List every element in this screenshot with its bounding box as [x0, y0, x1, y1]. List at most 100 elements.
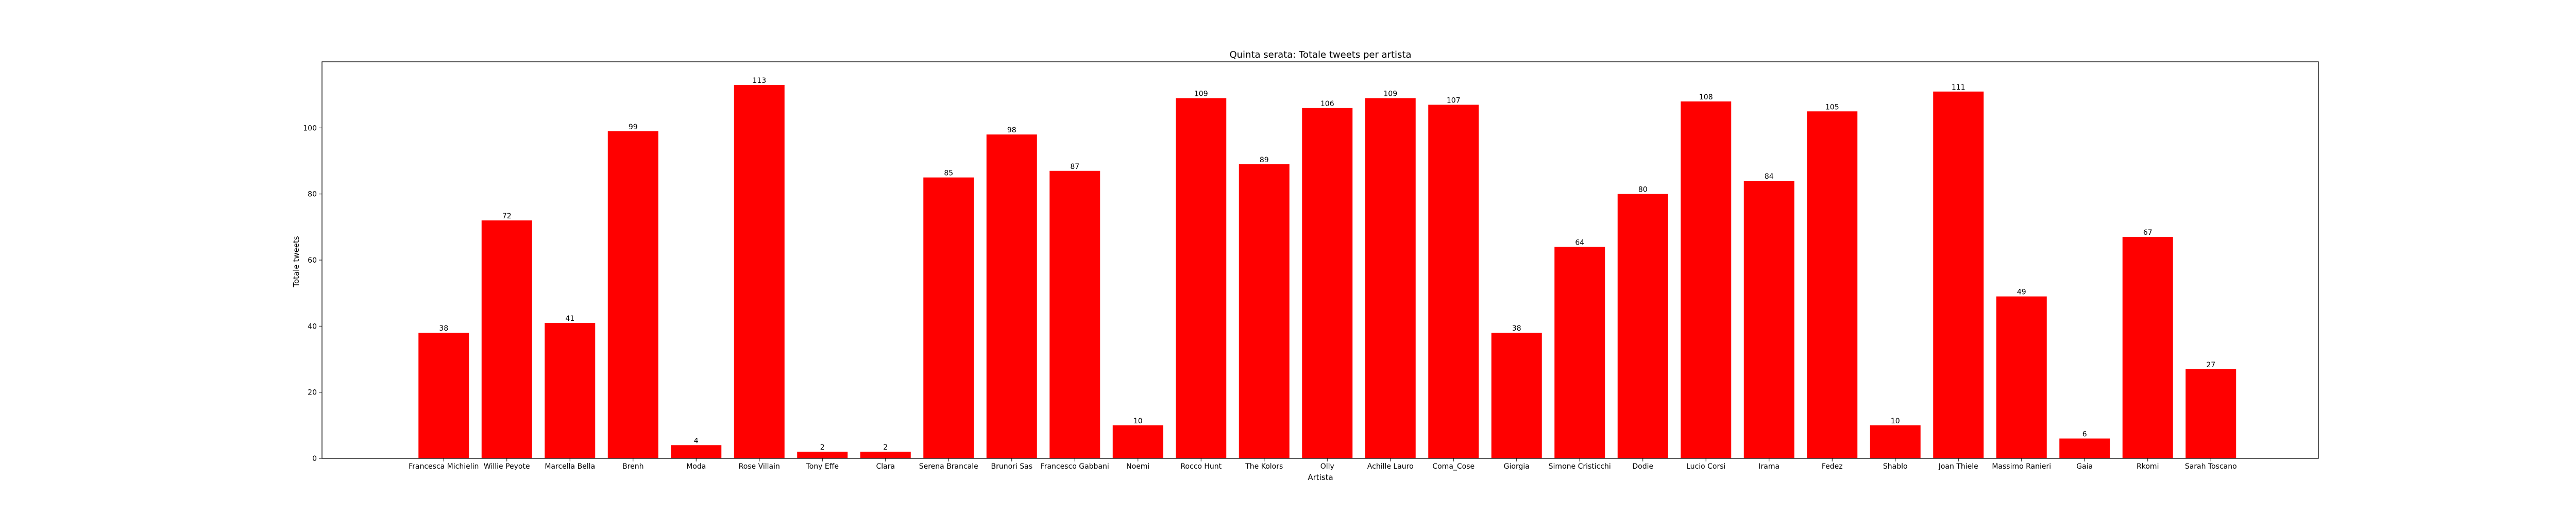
bar-value-label: 72	[502, 212, 512, 220]
bar-3	[607, 131, 658, 458]
bar-value-label: 2	[820, 443, 825, 452]
bar-value-label: 4	[694, 437, 699, 445]
bar-value-label: 111	[1952, 83, 1965, 92]
y-tick-label: 0	[312, 455, 317, 463]
x-tick-label: Olly	[1320, 462, 1334, 471]
x-tick-label: Marcella Bella	[545, 462, 595, 471]
bars-layer	[418, 84, 2236, 459]
bar-value-label: 87	[1070, 163, 1079, 171]
x-ticks-layer: Francesca Michielin Willie Peyote Marcella…	[409, 458, 2237, 471]
bar-19	[1617, 194, 1668, 458]
x-tick-label: Willie Peyote	[484, 462, 530, 471]
bar-25	[1996, 296, 2047, 458]
bar-value-label: 108	[1699, 93, 1713, 101]
x-tick-label: Serena Brancale	[919, 462, 978, 471]
x-tick-label: Sarah Toscano	[2185, 462, 2237, 471]
x-tick-label: Massimo Ranieri	[1992, 462, 2051, 471]
y-tick-label: 80	[308, 191, 317, 199]
bar-value-label: 67	[2143, 229, 2153, 237]
bar-9	[986, 134, 1037, 458]
x-tick-label: Giorgia	[1504, 462, 1530, 471]
bar-value-label: 107	[1447, 96, 1461, 105]
x-tick-label: Gaia	[2076, 462, 2093, 471]
x-tick-label: Francesco Gabbani	[1041, 462, 1109, 471]
chart-title: Quinta serata: Totale tweets per artista	[1229, 49, 1411, 60]
bar-7	[860, 452, 911, 458]
bar-value-label: 98	[1007, 126, 1016, 134]
bar-4	[671, 445, 722, 458]
x-tick-label: Irama	[1758, 462, 1780, 471]
x-tick-label: Achille Lauro	[1367, 462, 1414, 471]
plot-frame	[321, 61, 2319, 459]
bar-value-label: 89	[1260, 156, 1269, 164]
bar-15	[1365, 98, 1416, 458]
bar-value-label: 41	[565, 315, 574, 323]
bar-value-label: 2	[883, 443, 888, 452]
bar-0	[418, 333, 469, 458]
y-ticks-layer: 0 20 40 60 80 100	[303, 124, 322, 463]
bar-12	[1176, 98, 1227, 458]
x-tick-label: Coma_Cose	[1432, 462, 1475, 471]
y-tick-label: 40	[308, 322, 317, 331]
bar-value-label: 99	[629, 123, 638, 131]
y-tick-label: 20	[308, 389, 317, 397]
x-tick-label: Rkomi	[2137, 462, 2159, 471]
bar-value-label: 109	[1383, 90, 1397, 98]
bar-value-label: 49	[2017, 288, 2026, 297]
bar-16	[1428, 105, 1479, 459]
x-tick-label: Clara	[876, 462, 895, 471]
bar-6	[797, 452, 848, 458]
bar-value-label: 27	[2206, 361, 2215, 369]
bar-value-label: 6	[2082, 431, 2087, 439]
bar-13	[1239, 164, 1290, 458]
bar-1	[481, 220, 532, 458]
bar-20	[1681, 101, 1732, 458]
x-tick-label: Lucio Corsi	[1686, 462, 1725, 471]
x-tick-label: Simone Cristicchi	[1549, 462, 1611, 471]
x-tick-label: Rose Villain	[739, 462, 780, 471]
bar-17	[1491, 333, 1542, 458]
bar-value-label: 106	[1320, 100, 1334, 108]
bar-18	[1554, 247, 1605, 458]
bar-value-label: 80	[1638, 186, 1648, 194]
x-axis-title: Artista	[1308, 473, 1333, 482]
bar-value-label: 109	[1194, 90, 1208, 98]
bar-value-label: 10	[1891, 417, 1900, 425]
bar-value-label: 105	[1825, 103, 1839, 111]
bar-2	[545, 322, 596, 458]
y-tick-label: 100	[303, 124, 317, 132]
x-tick-label: Joan Thiele	[1938, 462, 1978, 471]
bar-27	[2122, 237, 2173, 458]
bar-value-label: 38	[1512, 324, 1521, 333]
bar-24	[1933, 91, 1984, 458]
bar-5	[734, 84, 785, 459]
x-tick-label: Moda	[686, 462, 706, 471]
y-axis-title: Totale tweets	[292, 236, 301, 288]
bar-22	[1807, 111, 1858, 458]
bar-value-label: 64	[1575, 238, 1584, 247]
x-tick-label: Brunori Sas	[991, 462, 1032, 471]
bar-8	[923, 177, 974, 459]
bar-value-label: 85	[944, 169, 953, 178]
x-tick-label: Tony Effe	[806, 462, 839, 471]
x-tick-label: The Kolors	[1245, 462, 1283, 471]
x-tick-label: Shablo	[1883, 462, 1908, 471]
bar-14	[1302, 108, 1353, 458]
bar-28	[2185, 369, 2236, 458]
x-tick-label: Francesca Michielin	[409, 462, 479, 471]
bar-value-label: 113	[752, 77, 766, 85]
bar-21	[1743, 181, 1794, 458]
bar-value-label: 38	[439, 324, 448, 333]
y-tick-label: 60	[308, 256, 317, 265]
bar-26	[2059, 438, 2110, 458]
bar-value-label: 84	[1765, 173, 1774, 181]
x-tick-label: Dodie	[1632, 462, 1653, 471]
x-tick-label: Fedez	[1822, 462, 1843, 471]
bar-23	[1870, 425, 1921, 458]
x-tick-label: Noemi	[1126, 462, 1149, 471]
x-tick-label: Rocco Hunt	[1180, 462, 1222, 471]
bar-value-label: 10	[1133, 417, 1143, 425]
